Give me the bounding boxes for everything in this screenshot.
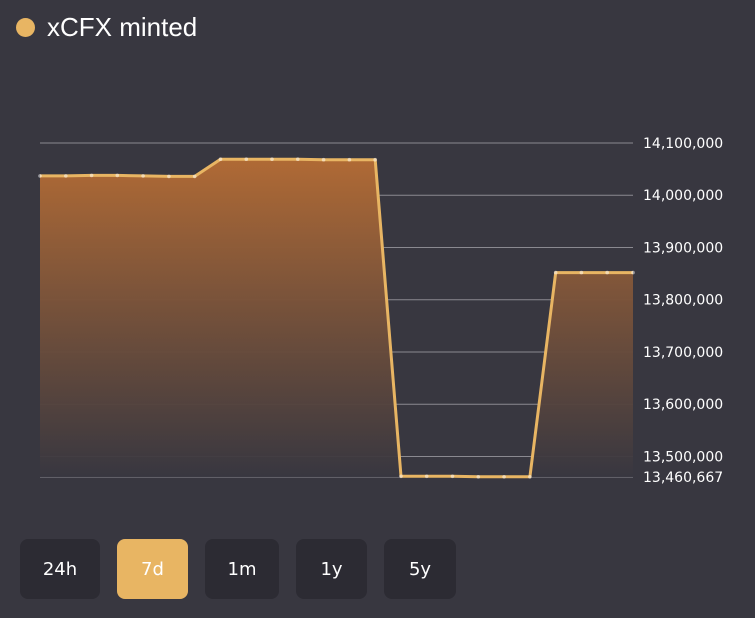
legend-dot bbox=[16, 18, 35, 37]
data-point bbox=[141, 174, 145, 178]
range-button-5y[interactable]: 5y bbox=[384, 539, 456, 599]
y-tick-label: 14,000,000 bbox=[643, 188, 723, 204]
data-point bbox=[347, 157, 352, 162]
data-point bbox=[528, 475, 532, 479]
data-point bbox=[167, 174, 171, 179]
range-button-7d[interactable]: 7d bbox=[117, 539, 188, 599]
series-line bbox=[40, 157, 633, 479]
data-point bbox=[38, 174, 42, 178]
data-point bbox=[192, 174, 197, 179]
data-point bbox=[321, 157, 326, 162]
data-point bbox=[605, 270, 609, 275]
series-line-path bbox=[40, 157, 633, 479]
area-chart: 14,100,000 14,000,000 13,900,000 13,800,000… bbox=[38, 136, 723, 486]
data-point bbox=[450, 474, 455, 479]
data-point bbox=[64, 174, 68, 178]
data-point bbox=[89, 173, 94, 178]
y-tick-label: 13,800,000 bbox=[643, 293, 723, 309]
series-area bbox=[40, 159, 633, 477]
y-tick-label: 13,600,000 bbox=[643, 397, 723, 413]
data-point bbox=[244, 157, 249, 161]
y-axis-labels: 14,100,000 14,000,000 13,900,000 13,800,000… bbox=[643, 136, 723, 486]
data-point bbox=[424, 474, 429, 479]
data-point bbox=[115, 173, 120, 178]
data-point bbox=[502, 475, 506, 479]
y-tick-label: 13,900,000 bbox=[643, 240, 723, 256]
range-button-1y[interactable]: 1y bbox=[296, 539, 367, 599]
y-tick-label: 13,700,000 bbox=[643, 345, 723, 361]
time-range-selector: 24h 7d 1m 1y 5y bbox=[20, 539, 456, 599]
data-point bbox=[373, 157, 378, 162]
data-point bbox=[399, 474, 403, 479]
y-tick-label: 14,100,000 bbox=[643, 136, 723, 152]
data-point bbox=[296, 157, 300, 161]
data-point bbox=[579, 270, 584, 275]
data-point bbox=[631, 270, 635, 275]
chart-header: xCFX minted bbox=[16, 12, 197, 43]
area-fill bbox=[40, 159, 633, 477]
data-point bbox=[476, 475, 481, 479]
data-point bbox=[218, 157, 223, 161]
y-tick-label: 13,460,667 bbox=[643, 470, 723, 486]
range-button-1m[interactable]: 1m bbox=[205, 539, 279, 599]
y-tick-label: 13,500,000 bbox=[643, 449, 723, 465]
data-point bbox=[270, 157, 274, 161]
chart-title: xCFX minted bbox=[47, 12, 198, 42]
range-button-24h[interactable]: 24h bbox=[20, 539, 100, 599]
series-points bbox=[38, 157, 635, 479]
data-point bbox=[553, 270, 558, 275]
